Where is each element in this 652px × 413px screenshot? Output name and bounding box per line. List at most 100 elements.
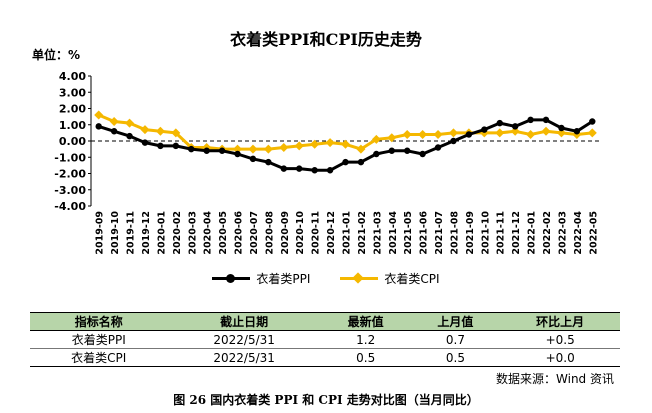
data-point-cpi [325,138,335,148]
x-tick-label: 2020-05 [218,211,229,255]
data-point-ppi [249,155,257,163]
table-cell: 2022/5/31 [167,348,321,367]
y-tick-label: 0.00 [59,135,86,148]
x-tick-label: 2020-08 [264,211,275,255]
data-point-ppi [558,124,565,132]
data-point-cpi [526,129,536,140]
x-tick-label: 2022-03 [557,211,568,255]
table-header-cell: 环比上月 [500,312,620,331]
chart-legend: 衣着类PPI 衣着类CPI [0,270,652,287]
data-point-ppi [311,167,318,174]
data-point-ppi [481,126,488,133]
y-axis-unit-label: 单位：% [32,48,81,62]
x-tick-label: 2021-07 [434,211,445,255]
table-row: 衣着类PPI 2022/5/31 1.2 0.7 +0.5 [30,330,620,349]
x-tick-label: 2021-02 [357,211,368,255]
legend-label-cpi: 衣着类CPI [384,272,440,286]
data-point-cpi [418,129,428,140]
data-point-ppi [542,116,550,124]
data-point-ppi [342,158,349,166]
data-point-ppi [188,145,195,153]
x-tick-label: 2020-10 [295,211,306,255]
data-point-cpi [109,116,119,127]
data-point-ppi [126,132,133,140]
y-tick-label: -1.00 [54,151,86,164]
data-source-note: 数据来源：Wind 资讯 [496,372,614,386]
y-tick-label: 2.00 [59,103,86,116]
x-tick-label: 2020-01 [156,211,167,255]
data-point-ppi [573,128,581,135]
data-point-ppi [388,147,395,154]
x-tick-label: 2020-09 [280,211,291,255]
table-cell: 0.7 [410,330,501,349]
x-tick-label: 2020-11 [311,211,322,255]
data-point-cpi [541,126,551,136]
table-cell: 1.2 [320,330,411,349]
data-point-ppi [465,131,473,138]
data-point-ppi [450,137,457,145]
data-point-cpi [125,118,135,128]
line-chart: 4.00 3.00 2.00 1.00 0.00 -1.00 -2.00 -3.00 -4.00… [54,70,600,255]
data-point-ppi [527,116,534,124]
data-point-ppi [203,147,210,154]
table-header-cell: 指标名称 [30,312,168,331]
x-tick-label: 2021-06 [419,211,430,255]
table-row: 衣着类CPI 2022/5/31 0.5 0.5 +0.0 [30,348,620,367]
x-tick-label: 2022-05 [588,211,599,255]
data-point-cpi [171,128,181,138]
legend-swatch-cpi [340,272,379,284]
data-point-ppi [434,144,442,151]
x-tick-label: 2021-12 [511,211,522,255]
x-tick-label: 2021-04 [388,211,399,255]
data-point-ppi [589,118,596,125]
data-point-cpi [495,128,505,138]
y-tick-label: -3.00 [54,184,86,197]
x-tick-label: 2019-11 [126,211,137,255]
y-tick-label: 3.00 [59,86,86,99]
data-point-cpi [371,134,381,144]
table-cell: 0.5 [410,348,501,367]
table-cell: 0.5 [320,348,411,367]
data-point-ppi [373,150,380,158]
legend-item-cpi: 衣着类CPI [340,270,440,287]
data-point-cpi [294,141,304,151]
x-tick-label: 2021-08 [449,211,460,255]
x-tick-label: 2021-10 [480,211,491,255]
chart-title: 衣着类PPI和CPI历史走势 [230,30,422,49]
data-point-ppi [419,150,426,158]
data-point-cpi [340,139,351,149]
data-point-ppi [141,139,149,146]
data-point-ppi [496,119,503,127]
x-tick-label: 2020-07 [249,211,260,255]
figure-caption: 图 26 国内衣着类 PPI 和 CPI 走势对比图（当月同比） [173,393,479,407]
y-tick-label: 1.00 [59,119,86,132]
data-point-ppi [157,142,164,150]
data-point-ppi [218,147,226,154]
data-point-ppi [296,165,303,172]
legend-label-ppi: 衣着类PPI [256,272,311,286]
table-cell: 衣着类PPI [30,330,168,349]
table-header-row: 指标名称 截止日期 最新值 上月值 环比上月 [30,312,620,331]
data-point-cpi [140,125,150,135]
data-point-ppi [110,128,118,135]
data-point-cpi [263,144,273,154]
legend-item-ppi: 衣着类PPI [212,270,310,287]
x-tick-label: 2021-05 [403,211,414,255]
x-tick-label: 2022-02 [542,211,553,255]
x-tick-label: 2020-12 [326,211,337,255]
x-tick-label: 2021-03 [372,211,383,255]
data-point-cpi [155,126,165,136]
data-point-cpi [448,128,458,138]
data-point-ppi [511,123,519,130]
data-point-cpi [279,142,289,153]
table-header-cell: 截止日期 [167,312,321,331]
data-point-ppi [265,158,272,166]
data-point-cpi [94,110,104,120]
data-point-ppi [403,147,411,154]
table-header-cell: 最新值 [320,312,411,331]
data-point-cpi [402,129,412,140]
data-point-cpi [248,144,258,154]
x-tick-label: 2020-06 [234,211,245,255]
x-tick-label: 2020-03 [187,211,198,255]
x-tick-label: 2022-04 [573,211,584,255]
